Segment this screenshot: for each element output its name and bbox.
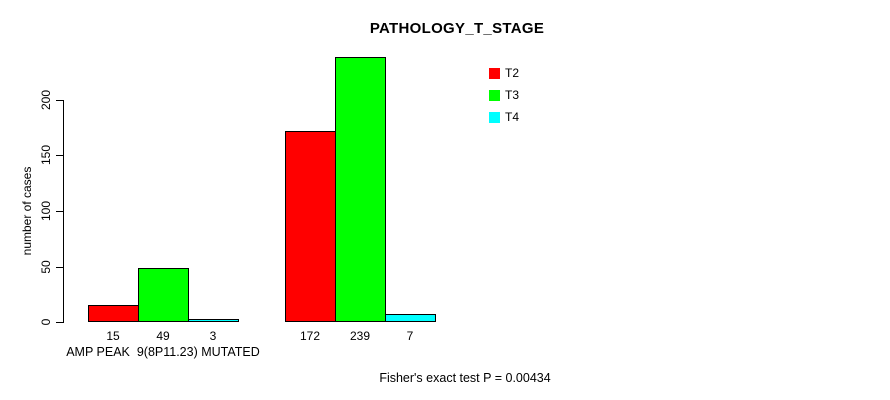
y-axis-tick-label: 150 <box>39 144 53 166</box>
bar-t2-group2 <box>285 131 336 322</box>
chart-title: PATHOLOGY_T_STAGE <box>369 20 545 37</box>
legend-label: T4 <box>505 110 520 124</box>
bar-value-label: 239 <box>349 329 371 343</box>
bar-value-label: 7 <box>406 329 414 343</box>
bar-t3-group1 <box>138 268 189 322</box>
bar-value-label: 3 <box>209 329 217 343</box>
legend-label: T2 <box>505 66 520 80</box>
y-axis-tick <box>56 267 63 268</box>
legend-item-t4: T4 <box>489 106 519 128</box>
legend-swatch-t4 <box>489 111 500 123</box>
legend-item-t2: T2 <box>489 62 519 84</box>
y-axis-tick-label: 0 <box>39 318 53 326</box>
bar-t3-group2 <box>335 57 386 322</box>
y-axis-tick-label: 100 <box>39 200 53 222</box>
y-axis-tick-label: 200 <box>39 89 53 111</box>
x-axis-group-label: AMP PEAK 9(8P11.23) MUTATED <box>66 345 260 359</box>
y-axis-tick-label: 50 <box>39 260 53 274</box>
y-axis-line <box>63 100 64 323</box>
y-axis-title: number of cases <box>20 166 34 256</box>
legend-swatch-t3 <box>489 89 500 101</box>
y-axis-tick <box>56 155 63 156</box>
legend-label: T3 <box>505 88 520 102</box>
bar-t4-group2 <box>385 314 436 322</box>
legend-item-t3: T3 <box>489 84 519 106</box>
y-axis-tick <box>56 322 63 323</box>
y-axis-tick <box>56 100 63 101</box>
bar-value-label: 172 <box>299 329 321 343</box>
bar-value-label: 15 <box>106 329 120 343</box>
bar-value-label: 49 <box>156 329 170 343</box>
legend-swatch-t2 <box>489 67 500 79</box>
y-axis-tick <box>56 211 63 212</box>
legend: T2 T3 T4 <box>489 62 519 128</box>
fisher-test-annotation: Fisher's exact test P = 0.00434 <box>379 371 551 385</box>
bar-t2-group1 <box>88 305 139 322</box>
bar-t4-group1 <box>188 319 239 322</box>
